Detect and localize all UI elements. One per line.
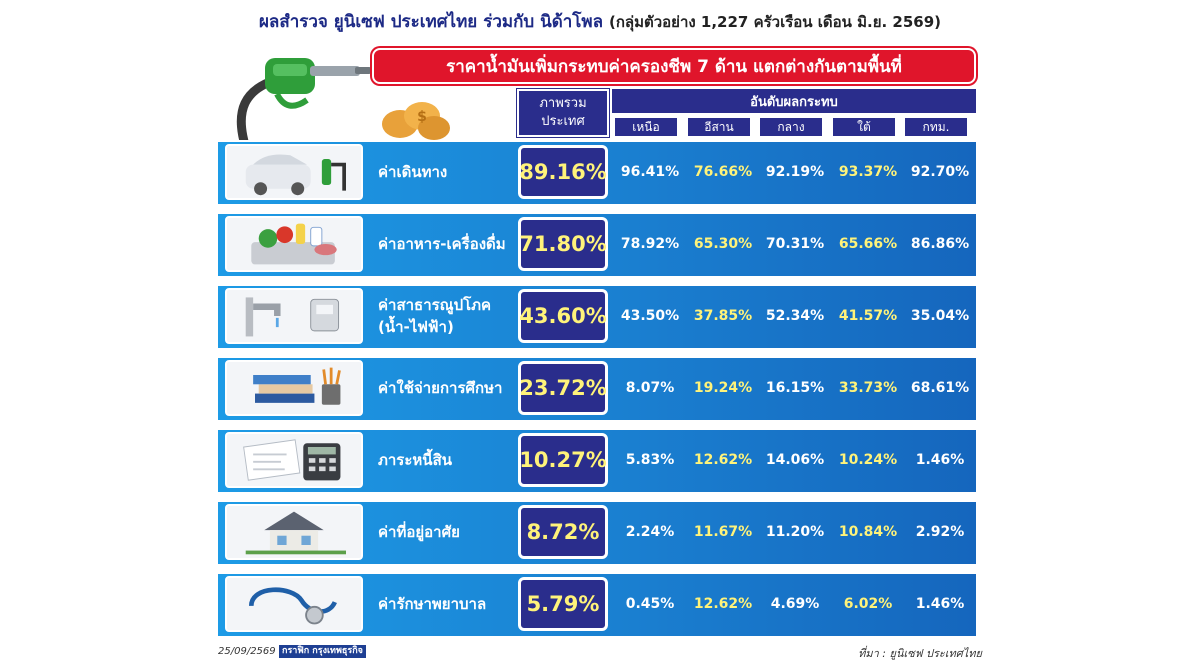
region-value: 11.67% (693, 524, 753, 540)
region-value: 14.06% (765, 452, 825, 468)
footer-brand: กราฟิก กรุงเทพธุรกิจ (279, 645, 366, 658)
category-label: ค่าอาหาร-เครื่องดื่ม (378, 212, 518, 276)
region-value: 1.46% (915, 596, 965, 612)
region-value: 92.70% (910, 164, 970, 180)
title-subtitle: (กลุ่มตัวอย่าง 1,227 ครัวเรือน เดือน มิ.… (608, 13, 942, 31)
regions-header: อันดับผลกระทบ (612, 89, 976, 113)
region-value: 33.73% (838, 380, 898, 396)
page-title: ผลสำรวจ ยูนิเซฟ ประเทศไทย ร่วมกับ นิด้าโ… (190, 8, 1010, 35)
headline-banner: ราคาน้ำมันเพิ่มกระทบค่าครองชีพ 7 ด้าน แต… (372, 48, 976, 84)
region-value: 65.30% (693, 236, 753, 252)
national-value: 71.80% (518, 217, 608, 271)
national-header: ภาพรวม ประเทศ (517, 89, 609, 137)
region-value: 96.41% (620, 164, 680, 180)
region-label: อีสาน (687, 117, 751, 137)
title-main: ผลสำรวจ ยูนิเซฟ ประเทศไทย ร่วมกับ นิด้าโ… (258, 12, 604, 32)
footer-date: 25/09/2569 (218, 646, 276, 657)
region-value: 1.46% (915, 452, 965, 468)
region-value: 5.83% (625, 452, 675, 468)
category-label-line1: ค่าสาธารณูปโภค (378, 296, 492, 314)
category-label: ค่าที่อยู่อาศัย (378, 500, 518, 564)
region-value: 8.07% (625, 380, 675, 396)
region-value: 93.37% (838, 164, 898, 180)
coins-icon: $ (382, 102, 450, 140)
region-value: 52.34% (765, 308, 825, 324)
region-value: 10.24% (838, 452, 898, 468)
region-value: 86.86% (910, 236, 970, 252)
category-label-line1: ค่าอาหาร-เครื่องดื่ม (378, 235, 506, 253)
grocery-basket-icon (225, 216, 363, 272)
region-value: 0.45% (625, 596, 675, 612)
region-value: 10.84% (838, 524, 898, 540)
national-header-line2: ประเทศ (541, 114, 585, 129)
house-icon (225, 504, 363, 560)
water-tap-meter-icon (225, 288, 363, 344)
national-value: 23.72% (518, 361, 608, 415)
stethoscope-icon (225, 576, 363, 632)
region-value: 78.92% (620, 236, 680, 252)
national-value: 43.60% (518, 289, 608, 343)
national-value: 89.16% (518, 145, 608, 199)
region-value: 12.62% (693, 596, 753, 612)
category-label: ภาระหนี้สิน (378, 428, 518, 492)
region-value: 92.19% (765, 164, 825, 180)
category-label-line1: ค่าใช้จ่ายการศึกษา (378, 379, 503, 397)
region-value: 19.24% (693, 380, 753, 396)
region-value: 37.85% (693, 308, 753, 324)
category-label-line1: ภาระหนี้สิน (378, 451, 452, 469)
category-label: ค่าสาธารณูปโภค (น้ำ-ไฟฟ้า) (378, 284, 518, 348)
region-value: 2.92% (915, 524, 965, 540)
region-value: 12.62% (693, 452, 753, 468)
national-value: 8.72% (518, 505, 608, 559)
region-value: 70.31% (765, 236, 825, 252)
region-value: 16.15% (765, 380, 825, 396)
fuel-nozzle-icon (236, 58, 371, 147)
region-value: 76.66% (693, 164, 753, 180)
region-value: 41.57% (838, 308, 898, 324)
region-value: 6.02% (843, 596, 893, 612)
region-label: กลาง (759, 117, 823, 137)
region-value: 68.61% (910, 380, 970, 396)
national-value: 10.27% (518, 433, 608, 487)
national-value: 5.79% (518, 577, 608, 631)
footer-source: ที่มา : ยูนิเซฟ ประเทศไทย (858, 647, 982, 660)
region-value: 65.66% (838, 236, 898, 252)
category-label-line1: ค่าเดินทาง (378, 163, 448, 181)
category-label: ค่ารักษาพยาบาล (378, 572, 518, 636)
region-label: กทม. (904, 117, 968, 137)
region-value: 43.50% (620, 308, 680, 324)
region-label: ใต้ (832, 117, 896, 137)
category-label-line1: ค่ารักษาพยาบาล (378, 595, 487, 613)
calculator-bills-icon (225, 432, 363, 488)
region-value: 35.04% (910, 308, 970, 324)
category-label: ค่าเดินทาง (378, 140, 518, 204)
car-fuel-icon (225, 144, 363, 200)
category-label-line2: (น้ำ-ไฟฟ้า) (378, 318, 454, 336)
region-value: 4.69% (770, 596, 820, 612)
region-label: เหนือ (614, 117, 678, 137)
svg-text:$: $ (417, 109, 427, 125)
books-pencils-icon (225, 360, 363, 416)
national-header-line1: ภาพรวม (539, 96, 587, 111)
category-label: ค่าใช้จ่ายการศึกษา (378, 356, 518, 420)
region-value: 2.24% (625, 524, 675, 540)
category-label-line1: ค่าที่อยู่อาศัย (378, 523, 460, 541)
region-value: 11.20% (765, 524, 825, 540)
